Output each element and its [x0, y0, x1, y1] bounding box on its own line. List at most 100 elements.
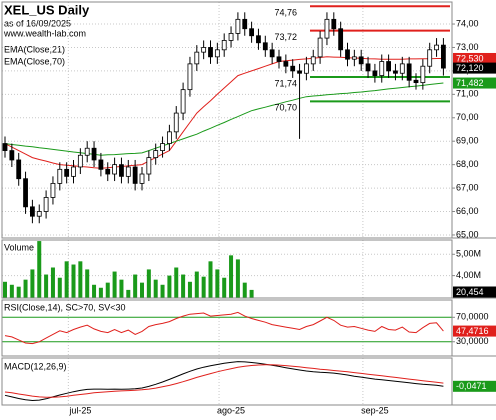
- candle-body: [331, 18, 337, 30]
- bar: [140, 282, 144, 298]
- level-label: 74,76: [274, 8, 297, 18]
- value-badge: [453, 62, 496, 74]
- candle-body: [290, 65, 296, 72]
- bar: [92, 284, 97, 298]
- y-tick-label: 74,00: [456, 18, 479, 28]
- candle-body: [98, 159, 104, 170]
- bar: [9, 284, 14, 298]
- candle-body: [297, 70, 302, 74]
- candle-body: [84, 147, 90, 156]
- chart-title: XEL_US Daily: [4, 2, 90, 17]
- y-tick-label: 4,00M: [456, 270, 481, 280]
- candle-body: [153, 150, 159, 159]
- bar: [160, 284, 165, 298]
- y-tick-label: 71,00: [456, 89, 479, 99]
- x-tick-label: jul-25: [68, 405, 91, 415]
- level-label: 71,74: [274, 78, 297, 88]
- bar: [174, 267, 179, 298]
- bar: [235, 259, 240, 298]
- candle-body: [160, 143, 165, 151]
- candle-body: [393, 70, 398, 74]
- bar: [187, 281, 192, 298]
- bar: [105, 282, 110, 298]
- line-series: [4, 311, 444, 345]
- candle-body: [249, 28, 255, 37]
- panel: [2, 240, 452, 298]
- candle-body: [262, 42, 268, 51]
- bar: [242, 282, 247, 298]
- candle-body: [91, 147, 97, 161]
- y-tick-label: 5,00M: [456, 249, 481, 259]
- bar: [78, 261, 83, 298]
- y-tick-label: 67,00: [456, 182, 479, 192]
- badge-label: 72,120: [456, 63, 484, 73]
- bar: [23, 279, 28, 298]
- badge-label: 71,482: [456, 78, 484, 88]
- level-label: 73,72: [274, 32, 297, 42]
- bar: [30, 269, 35, 298]
- legend-entry: EMA(Close,70): [4, 56, 65, 66]
- candle-body: [208, 47, 213, 58]
- x-tick-label: ago-25: [217, 405, 245, 415]
- badge-label: 20,454: [456, 287, 484, 297]
- bar: [215, 269, 220, 298]
- bar: [112, 271, 117, 298]
- bar: [181, 274, 186, 298]
- legend-entry: EMA(Close,21): [4, 44, 65, 54]
- candle-body: [146, 157, 152, 175]
- candle-body: [187, 63, 193, 91]
- candle-body: [119, 164, 124, 177]
- candle-body: [256, 35, 261, 44]
- bar: [119, 279, 124, 298]
- candle-body: [338, 28, 344, 51]
- candle-body: [276, 56, 282, 62]
- bar: [37, 241, 42, 298]
- bar: [208, 261, 213, 298]
- candle-body: [16, 159, 22, 180]
- bar: [194, 271, 199, 298]
- candle-body: [434, 44, 439, 51]
- candle-body: [283, 61, 289, 67]
- bar: [222, 277, 227, 298]
- candle-body: [317, 37, 323, 58]
- candle-body: [214, 49, 220, 58]
- line-series: [4, 364, 444, 398]
- bar: [3, 281, 7, 298]
- panel-title: RSI(Close,14), SC>70, SV<30: [4, 302, 126, 312]
- candle-body: [50, 182, 56, 198]
- badge-label: 47,4716: [456, 326, 489, 336]
- candle-body: [166, 131, 172, 144]
- candle-body: [221, 40, 227, 51]
- bar: [85, 269, 90, 298]
- candle-body: [77, 154, 83, 168]
- candle-body: [112, 164, 117, 175]
- panel: [2, 300, 452, 356]
- candle-body: [351, 56, 357, 60]
- value-badge: [453, 325, 496, 337]
- value-badge: [453, 380, 496, 392]
- value-badge: [453, 286, 496, 298]
- candle-body: [358, 56, 364, 65]
- candle-body: [132, 166, 138, 184]
- value-badge: [453, 52, 496, 64]
- candle-body: [324, 18, 330, 39]
- panel: [4, 358, 444, 405]
- bar: [146, 269, 151, 298]
- panel-frame: [1, 357, 453, 406]
- candle-body: [440, 44, 446, 69]
- candle-body: [365, 63, 371, 72]
- candle-body: [36, 211, 42, 217]
- candle-body: [125, 166, 131, 177]
- y-tick-label: 69,00: [456, 136, 479, 146]
- candle-body: [269, 49, 275, 58]
- badge-label: -0,0471: [456, 381, 487, 391]
- y-tick-label: 30,0000: [456, 336, 489, 346]
- candle-body: [43, 197, 49, 212]
- candle-body: [180, 89, 186, 114]
- badge-label: 72,530: [456, 53, 484, 63]
- candle-body: [194, 51, 200, 65]
- candle-body: [105, 168, 111, 175]
- candle-body: [23, 178, 28, 208]
- candle-body: [139, 173, 145, 184]
